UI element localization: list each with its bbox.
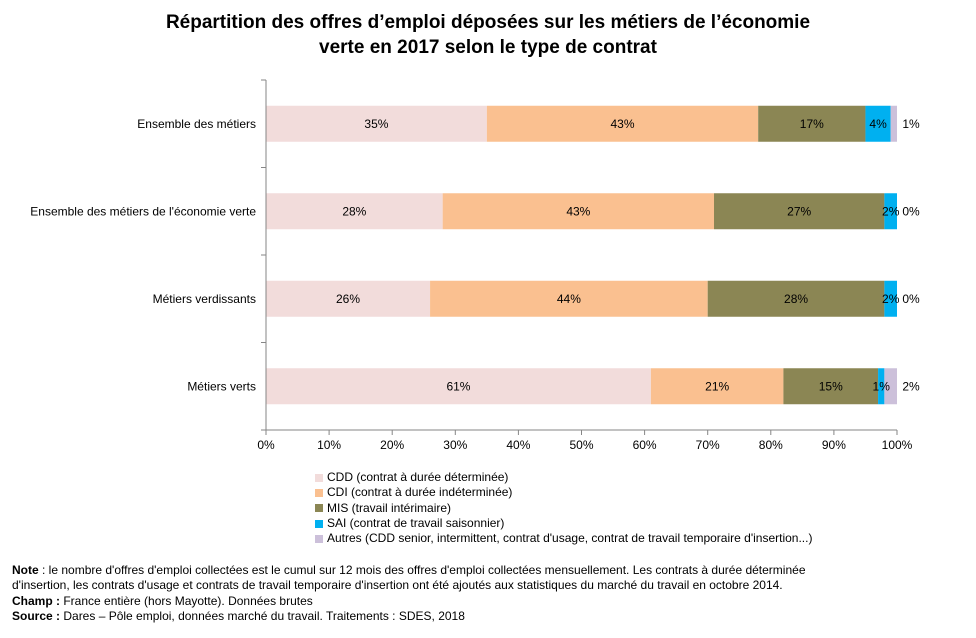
bar-sai-ensemble-des-metiers-de-l-economie-verte: [884, 193, 897, 230]
x-tick-label: 30%: [443, 438, 467, 452]
x-tick-label: 100%: [882, 438, 913, 452]
legend-swatch-sai: [315, 519, 323, 528]
legend-item-cdi: CDI (contrat à durée indéterminée): [315, 485, 812, 500]
data-label-cdi-ensemble-des-metiers-de-l-economie-verte: 43%: [566, 204, 590, 218]
champ-label: Champ :: [12, 593, 60, 608]
legend-swatch-cdd: [315, 473, 323, 482]
data-label-mis-ensemble-des-metiers: 17%: [800, 117, 824, 131]
note-line-1: Note : le nombre d'offres d'emploi colle…: [12, 563, 972, 578]
champ-text: France entière (hors Mayotte). Données b…: [60, 593, 313, 608]
bar-cdd-metiers-verts: [266, 368, 651, 405]
bar-cdi-metiers-verts: [650, 368, 784, 405]
chart-notes: Note : le nombre d'offres d'emploi colle…: [12, 563, 972, 624]
legend: CDD (contrat à durée déterminée) CDI (co…: [315, 470, 812, 546]
data-label-cdd-metiers-verdissants: 26%: [336, 292, 360, 306]
bar-cdi-ensemble-des-metiers: [486, 105, 759, 142]
category-label-ensemble-des-metiers: Ensemble des métiers: [137, 117, 256, 131]
chart-title-line-2: verte en 2017 selon le type de contrat: [319, 37, 657, 58]
data-label-mis-metiers-verdissants: 28%: [784, 292, 808, 306]
x-tick-label: 0%: [257, 438, 275, 452]
bar-mis-ensemble-des-metiers: [758, 105, 866, 142]
source-line: Source : Dares – Pôle emploi, données ma…: [12, 609, 972, 624]
legend-label-sai: SAI (contrat de travail saisonnier): [327, 515, 505, 530]
bar-sai-metiers-verdissants: [884, 280, 897, 317]
x-tick-label: 40%: [506, 438, 530, 452]
legend-item-sai: SAI (contrat de travail saisonnier): [315, 516, 812, 531]
x-tick-label: 20%: [380, 438, 404, 452]
bar-cdi-ensemble-des-metiers-de-l-economie-verte: [442, 193, 715, 230]
data-label-autres-metiers-verdissants: 0%: [902, 292, 920, 306]
source-label: Source :: [12, 608, 61, 623]
category-label-metiers-verts: Métiers verts: [187, 379, 256, 393]
x-tick-label: 80%: [759, 438, 783, 452]
champ-line: Champ : France entière (hors Mayotte). D…: [12, 594, 972, 609]
data-label-mis-ensemble-des-metiers-de-l-economie-verte: 27%: [787, 204, 811, 218]
data-label-sai-ensemble-des-metiers: 4%: [869, 117, 887, 131]
bar-mis-ensemble-des-metiers-de-l-economie-verte: [714, 193, 885, 230]
legend-label-cdd: CDD (contrat à durée déterminée): [327, 470, 509, 484]
note-text-1: : le nombre d'offres d'emploi collectées…: [38, 563, 806, 577]
data-label-autres-ensemble-des-metiers: 1%: [902, 117, 920, 131]
data-label-sai-ensemble-des-metiers-de-l-economie-verte: 2%: [882, 204, 900, 218]
data-label-cdd-ensemble-des-metiers: 35%: [364, 117, 388, 131]
legend-label-autres: Autres (CDD senior, intermittent, contra…: [327, 531, 813, 546]
data-label-sai-metiers-verdissants: 2%: [882, 292, 900, 306]
stacked-bar-chart: 35% 43% 17% 4% 1% Ensemble des métiers 28% 43% 2…: [30, 79, 920, 452]
x-tick-label: 70%: [696, 438, 720, 452]
legend-swatch-mis: [315, 504, 323, 513]
bar-autres-ensemble-des-metiers: [890, 105, 897, 142]
legend-swatch-autres: [315, 534, 323, 543]
data-label-cdd-ensemble-des-metiers-de-l-economie-verte: 28%: [342, 204, 366, 218]
legend-label-cdi: CDI (contrat à durée indéterminée): [327, 485, 513, 500]
legend-item-mis: MIS (travail intérimaire): [315, 501, 812, 516]
bar-cdd-metiers-verdissants: [266, 280, 431, 317]
x-tick-label: 90%: [822, 438, 846, 452]
bar-mis-metiers-verdissants: [707, 280, 885, 317]
bar-sai-ensemble-des-metiers: [865, 105, 891, 142]
bar-sai-metiers-verts: [878, 368, 885, 405]
bar-cdd-ensemble-des-metiers-de-l-economie-verte: [266, 193, 443, 230]
category-label-metiers-verdissants: Métiers verdissants: [153, 292, 256, 306]
data-label-autres-ensemble-des-metiers-de-l-economie-verte: 0%: [902, 204, 920, 218]
bar-cdi-metiers-verdissants: [430, 280, 708, 317]
x-tick-label: 50%: [569, 438, 593, 452]
data-label-cdi-metiers-verdissants: 44%: [557, 292, 581, 306]
bar-autres-metiers-verts: [884, 368, 897, 405]
note-label: Note: [12, 563, 39, 577]
x-tick-label: 60%: [633, 438, 657, 452]
bar-mis-metiers-verts: [783, 368, 879, 405]
data-label-mis-metiers-verts: 15%: [819, 379, 843, 393]
data-label-cdi-metiers-verts: 21%: [705, 379, 729, 393]
bar-cdd-ensemble-des-metiers: [266, 105, 487, 142]
legend-item-cdd: CDD (contrat à durée déterminée): [315, 470, 812, 485]
legend-label-mis: MIS (travail intérimaire): [327, 500, 452, 515]
source-text: Dares – Pôle emploi, données marché du t…: [60, 608, 465, 623]
data-label-sai-metiers-verts: 1%: [873, 379, 891, 393]
data-label-cdi-ensemble-des-metiers: 43%: [610, 117, 634, 131]
chart-title-line-1: Répartition des offres d’emploi déposées…: [165, 12, 811, 33]
x-tick-label: 10%: [317, 438, 341, 452]
legend-swatch-cdi: [315, 488, 323, 497]
note-line-2: d'insertion, les contrats d'usage et con…: [12, 578, 783, 593]
legend-item-autres: Autres (CDD senior, intermittent, contra…: [315, 531, 812, 546]
data-label-autres-metiers-verts: 2%: [902, 379, 920, 393]
chart-title: Répartition des offres d’emploi déposées…: [0, 10, 976, 60]
category-label-ensemble-des-metiers-de-l-economie-verte: Ensemble des métiers de l'économie verte: [30, 204, 256, 218]
data-label-cdd-metiers-verts: 61%: [446, 379, 470, 393]
